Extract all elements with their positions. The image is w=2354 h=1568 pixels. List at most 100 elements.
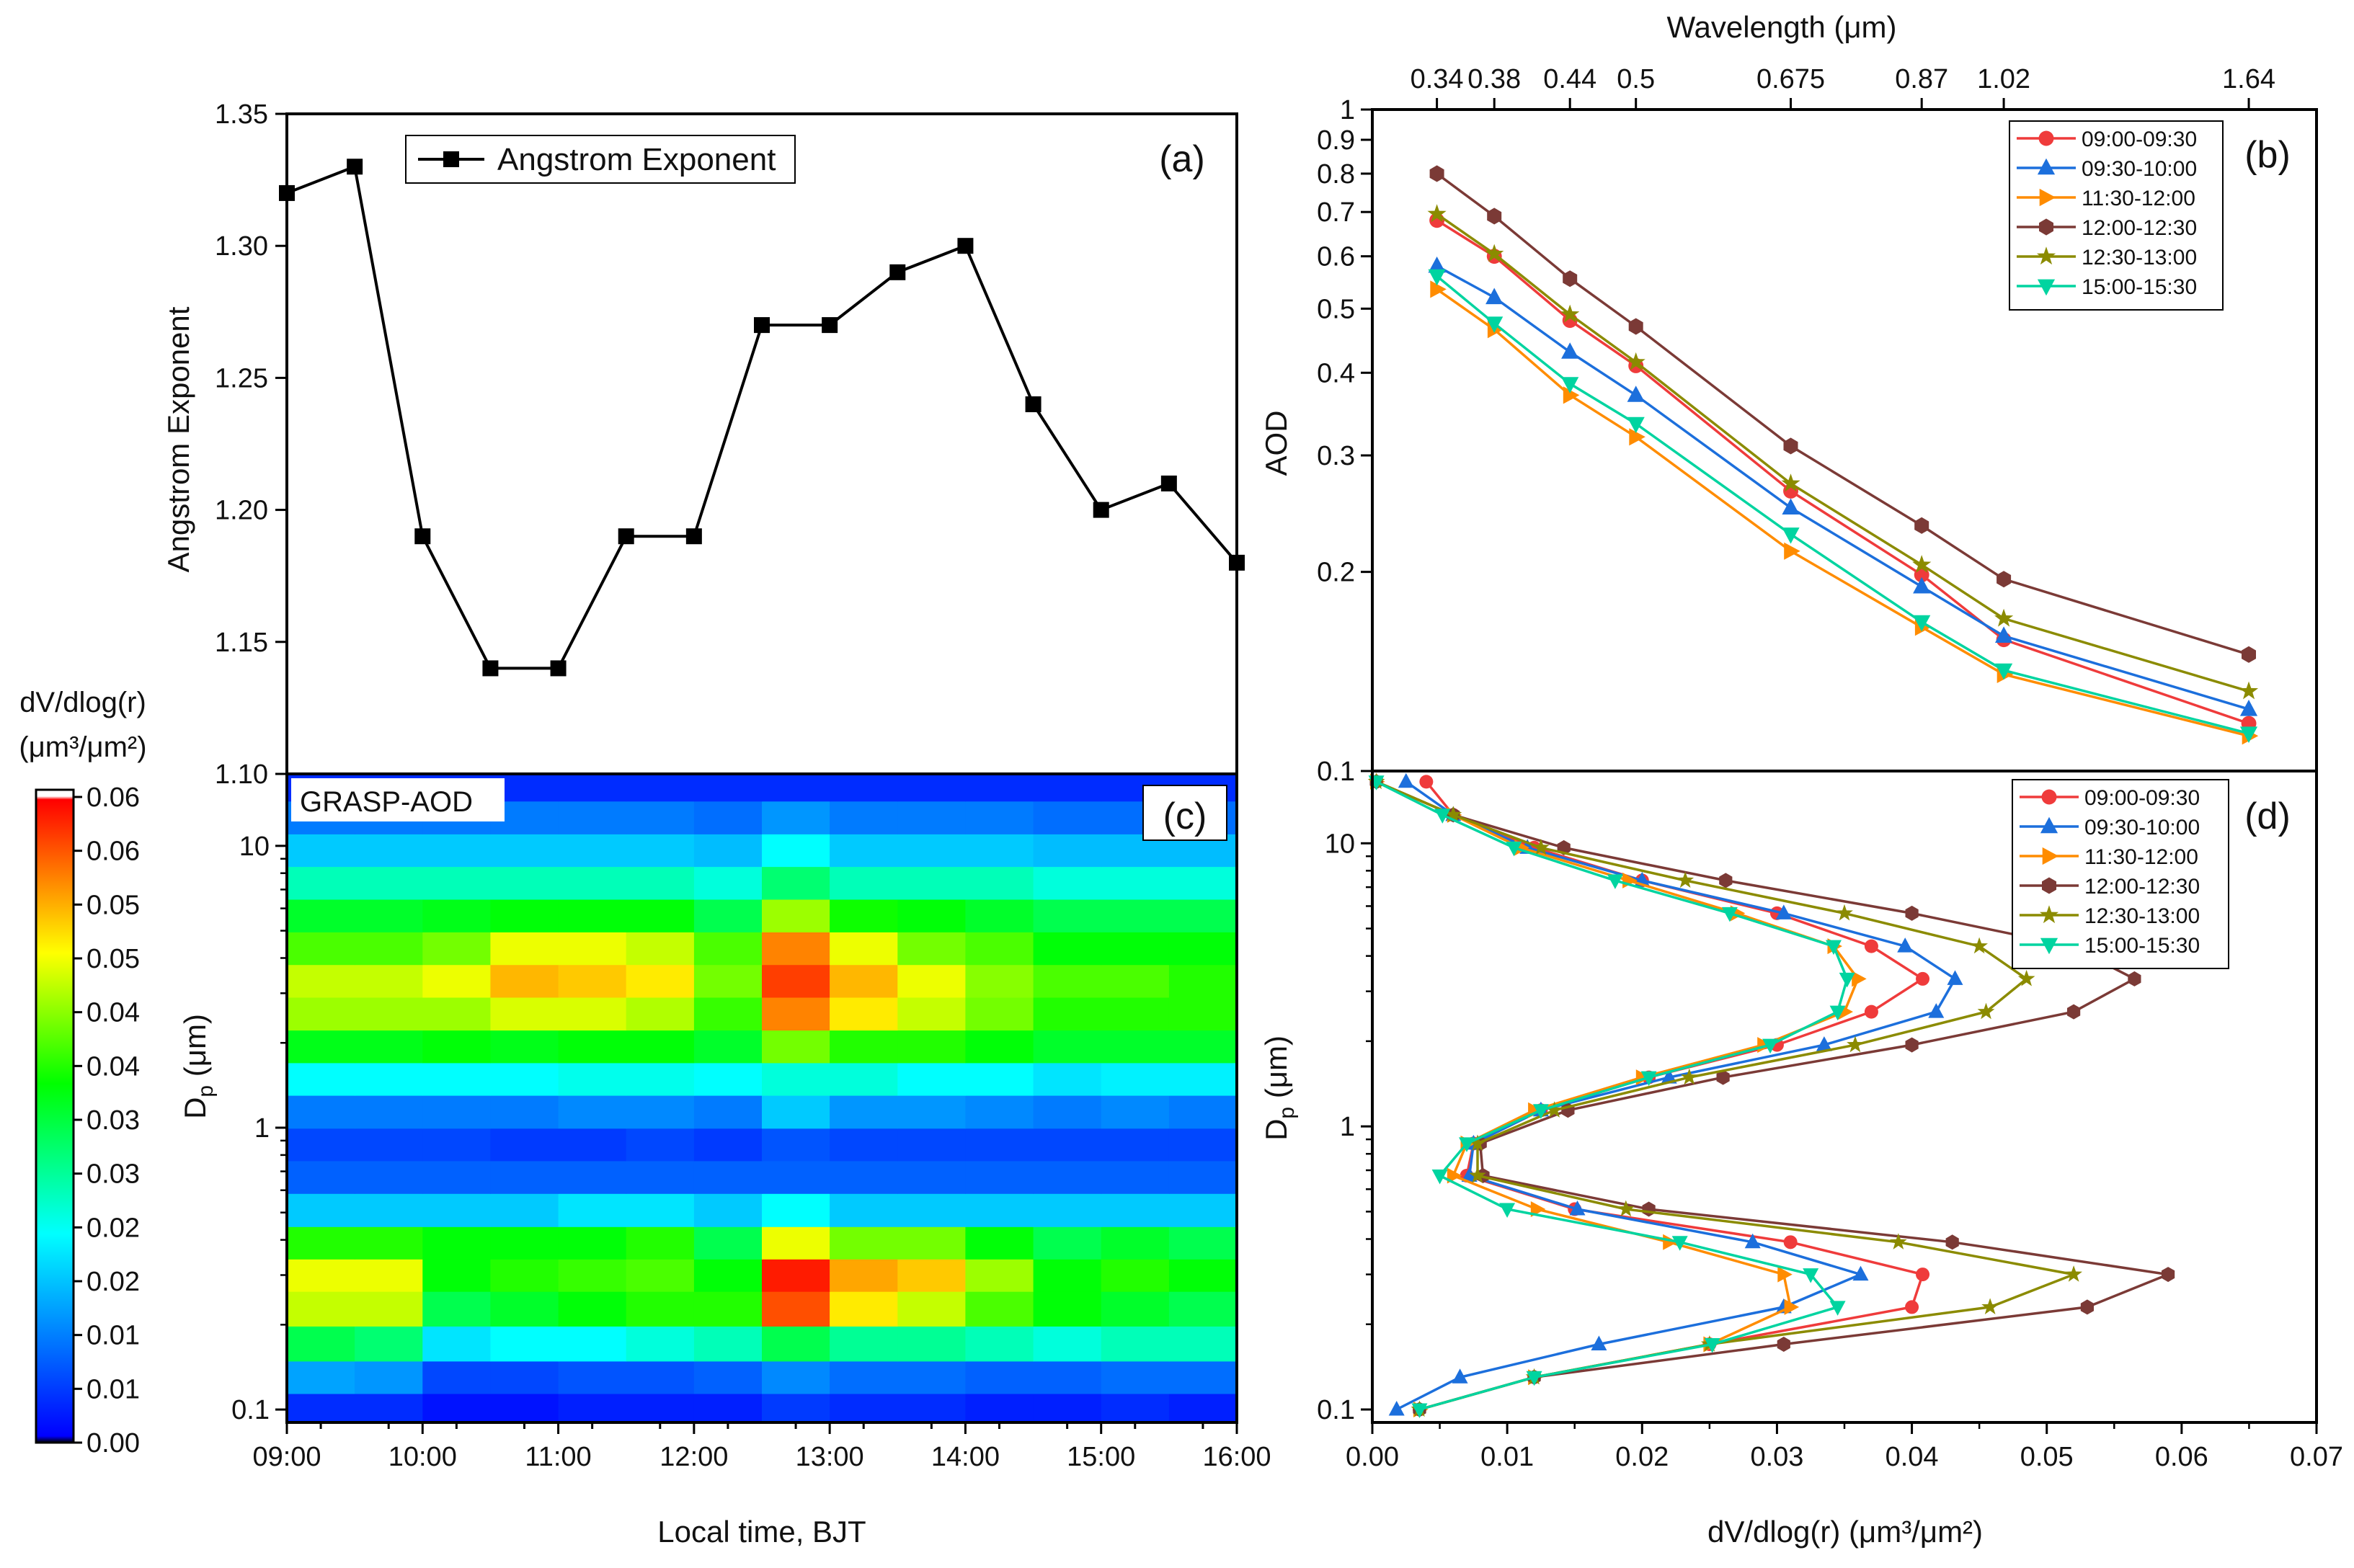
heatmap-cell	[1168, 1360, 1238, 1394]
heatmap-cell	[626, 964, 695, 998]
panel-a-point	[482, 660, 499, 677]
panel-d-point	[1447, 1167, 1462, 1184]
heatmap-cell	[558, 1360, 627, 1394]
panel-b-xlabel: Wavelength (μm)	[1666, 10, 1896, 44]
heatmap-cell	[355, 1193, 423, 1227]
panel-d-point	[1826, 940, 1842, 956]
panel-b-point	[1427, 204, 1447, 223]
heatmap-cell	[490, 866, 559, 900]
heatmap-cell	[626, 1193, 695, 1227]
heatmap-cell	[626, 932, 695, 966]
colorbar-bar	[35, 788, 75, 1444]
panel-a-point	[550, 660, 567, 677]
heatmap-cell	[762, 997, 830, 1031]
panel-a-point	[822, 317, 838, 334]
heatmap-cell	[287, 1193, 355, 1227]
heatmap-cell	[490, 1360, 559, 1394]
panel-b-point	[1561, 377, 1579, 393]
heatmap-cell	[490, 899, 559, 932]
panel-c-grasp-label-box: GRASP-AOD	[291, 778, 505, 821]
panel-b-point	[1428, 257, 1446, 273]
heatmap-cell	[355, 1226, 423, 1260]
heatmap-cell	[897, 866, 966, 900]
panel-b-label: (b)	[2244, 134, 2291, 176]
heatmap-cell	[1168, 1393, 1238, 1423]
panel-d-point	[1591, 1335, 1607, 1350]
panel-d-point	[1532, 1104, 1549, 1119]
heatmap-cell	[965, 1030, 1034, 1064]
panel-d-point	[1721, 906, 1738, 922]
heatmap-cell	[965, 1360, 1034, 1394]
heatmap-cell	[897, 1160, 966, 1194]
heatmap-cell	[490, 1095, 559, 1129]
panel-d-point	[1719, 873, 1733, 888]
panel-a-angstrom: Angstrom Exponent 1.10 1.15 1.20 1.25 1.30 1.…	[161, 99, 1245, 790]
heatmap-cell	[762, 774, 830, 802]
panel-b-xtick-label: 0.34	[1411, 64, 1464, 94]
heatmap-cell	[1033, 1291, 1102, 1327]
colorbar-tick-label: 0.05	[86, 890, 140, 920]
heatmap-cell	[558, 801, 627, 834]
panel-a-frame	[285, 112, 1238, 775]
heatmap-cell	[762, 1095, 830, 1129]
panel-b-legend-item: 11:30-12:00	[2017, 187, 2195, 210]
panel-b-series-line	[1436, 275, 2249, 735]
heatmap-cell	[355, 1128, 423, 1162]
panel-d-legend-item: 09:00-09:30	[2020, 786, 2200, 810]
heatmap-cell	[355, 1030, 423, 1064]
panel-d-point	[1829, 1005, 1846, 1021]
panel-b-point	[1782, 527, 1800, 544]
heatmap-cell	[693, 1193, 763, 1227]
panel-b-point	[1627, 416, 1645, 434]
panel-c-xtick-label: 10:00	[388, 1442, 457, 1472]
heatmap-cell	[897, 1030, 966, 1064]
heatmap-cell	[558, 1226, 627, 1260]
panel-d-point	[2080, 1299, 2094, 1315]
heatmap-cell	[490, 1326, 559, 1362]
panel-c-heatmap: 09:00 10:00 11:00 12:00 13:00 14:00 15:00 16:00…	[178, 772, 1271, 1549]
colorbar-tick-label: 0.00	[86, 1428, 140, 1458]
heatmap-cell	[1033, 1095, 1102, 1129]
panel-b-point	[1428, 269, 1446, 286]
colorbar-tick-label: 0.04	[86, 998, 140, 1028]
heatmap-cell	[422, 866, 491, 900]
heatmap-cell	[1101, 997, 1170, 1031]
heatmap-cell	[626, 1062, 695, 1096]
heatmap-cell	[693, 834, 763, 868]
heatmap-cell	[897, 774, 966, 802]
panel-b-legend: 09:00-09:30 09:30-10:00 11:30-12:00 12:00-1…	[2009, 120, 2224, 311]
heatmap-cell	[762, 1393, 830, 1423]
panel-d-legend-item: 09:30-10:00	[2020, 816, 2200, 839]
heatmap-cell	[626, 1226, 695, 1260]
heatmap-cell	[693, 1030, 763, 1064]
heatmap-cell	[355, 1259, 423, 1292]
panel-d-point	[1434, 808, 1451, 824]
heatmap-cell	[1101, 899, 1170, 932]
heatmap-cell	[965, 801, 1034, 834]
panel-d-series-15:00-15:30	[1368, 775, 1855, 1418]
panel-b-ytick-label: 0.4	[1317, 358, 1355, 388]
panel-d-ytick-label: 10	[1325, 829, 1355, 859]
panel-d-point	[1981, 1298, 1999, 1314]
heatmap-cell	[693, 932, 763, 966]
panel-b-legend-text: 11:30-12:00	[2082, 187, 2195, 210]
panel-a-ylabel: Angstrom Exponent	[161, 306, 195, 572]
panel-c-grasp-label: GRASP-AOD	[300, 786, 473, 818]
heatmap-cell	[626, 1160, 695, 1194]
panel-d-xtick-label: 0.02	[1615, 1442, 1669, 1472]
heatmap-cell	[965, 1193, 1034, 1227]
colorbar-tick-label: 0.01	[86, 1321, 140, 1351]
panel-d-point	[2065, 1265, 2082, 1282]
panel-a-point	[957, 238, 974, 254]
heatmap-cell	[1033, 932, 1102, 966]
heatmap-cell	[355, 1062, 423, 1096]
heatmap-cell	[490, 1393, 559, 1423]
panel-b-legend-item: 12:30-13:00	[2017, 246, 2197, 270]
heatmap-cell	[1033, 774, 1102, 802]
panel-b-ytick-label: 0.8	[1317, 159, 1355, 190]
panel-b-point	[1563, 270, 1578, 288]
heatmap-cell	[1033, 1062, 1102, 1096]
panel-a-ytick-label: 1.25	[215, 363, 268, 393]
panel-a-legend: Angstrom Exponent	[405, 135, 796, 184]
colorbar-tick-label: 0.03	[86, 1105, 140, 1136]
